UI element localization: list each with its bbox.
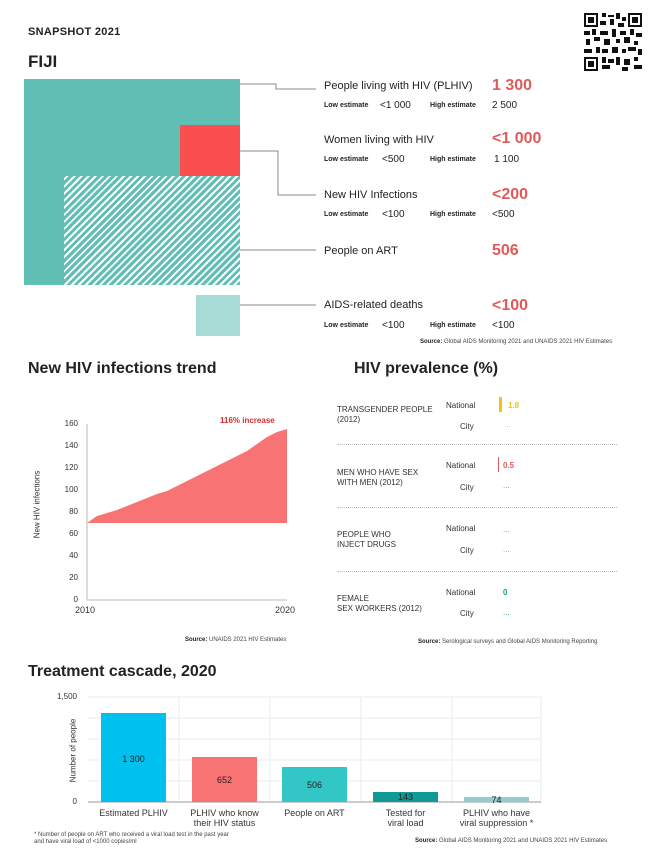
art-value: 506 [492, 242, 519, 259]
deaths-low-label: Low estimate [324, 322, 369, 329]
prevalence-source: Source: Serological surveys and Global A… [418, 639, 598, 645]
women-low-value: <500 [382, 154, 405, 165]
trend-xtick-2020: 2020 [275, 605, 296, 615]
women-square [180, 125, 240, 176]
deaths-label: AIDS-related deaths [324, 299, 424, 311]
deaths-value: <100 [492, 297, 529, 314]
trend-xtick-2010: 2010 [75, 605, 96, 615]
plhiv-low-label: Low estimate [324, 102, 369, 109]
cascade-footnote-1: * Number of people on ART who received a… [34, 832, 229, 838]
art-label: People on ART [324, 245, 398, 257]
snapshot-label: SNAPSHOT 2021 [28, 26, 121, 38]
deaths-low-value: <100 [382, 320, 405, 331]
plhiv-high-value: 2 500 [492, 100, 518, 111]
deaths-high-value: <100 [492, 320, 515, 331]
cascade-ytick-max: 1,500 [56, 692, 77, 701]
new-infections-value: <200 [492, 186, 529, 203]
trend-ylabel: New HIV infections [32, 470, 42, 539]
new-infections-high-label: High estimate [430, 211, 476, 218]
country-title: FIJI [28, 52, 58, 71]
kpi-source: Source: Global AIDS Monitoring 2021 and … [420, 339, 613, 345]
women-low-label: Low estimate [324, 156, 369, 163]
deaths-square [196, 295, 240, 336]
new-infections-low-label: Low estimate [324, 211, 369, 218]
new-infections-high-value: <500 [492, 209, 515, 220]
cascade-title: Treatment cascade, 2020 [28, 663, 217, 680]
new-infections-label: New HIV Infections [324, 189, 418, 201]
art-hatched-square [64, 176, 240, 285]
women-label: Women living with HIV [324, 134, 434, 146]
divider [337, 507, 617, 508]
plhiv-value: 1 300 [492, 77, 533, 94]
cascade-footnote-2: and have viral load of <1000 copies/ml [34, 839, 137, 845]
deaths-high-label: High estimate [430, 322, 476, 329]
qr-code-icon[interactable] [584, 13, 642, 71]
trend-title: New HIV infections trend [28, 360, 217, 377]
plhiv-high-label: High estimate [430, 102, 476, 109]
trend-annotation: 116% increase [220, 416, 275, 425]
cascade-ylabel: Number of people [68, 718, 78, 783]
trend-chart [86, 424, 287, 601]
plhiv-label: People living with HIV (PLHIV) [324, 80, 473, 92]
prevalence-bar [499, 397, 502, 412]
connector-lines [240, 83, 316, 306]
plhiv-low-value: <1 000 [380, 100, 411, 111]
women-high-value: 1 100 [494, 154, 520, 165]
women-value: <1 000 [492, 130, 542, 147]
prevalence-bar [498, 457, 499, 472]
new-infections-low-value: <100 [382, 209, 405, 220]
divider [337, 444, 617, 445]
cascade-source: Source: Global AIDS Monitoring 2021 and … [415, 838, 608, 844]
divider [337, 571, 617, 572]
women-high-label: High estimate [430, 156, 476, 163]
prevalence-title: HIV prevalence (%) [354, 360, 499, 377]
trend-source: Source: UNAIDS 2021 HIV Estimates [185, 637, 287, 643]
cascade-ytick-0: 0 [72, 797, 77, 806]
